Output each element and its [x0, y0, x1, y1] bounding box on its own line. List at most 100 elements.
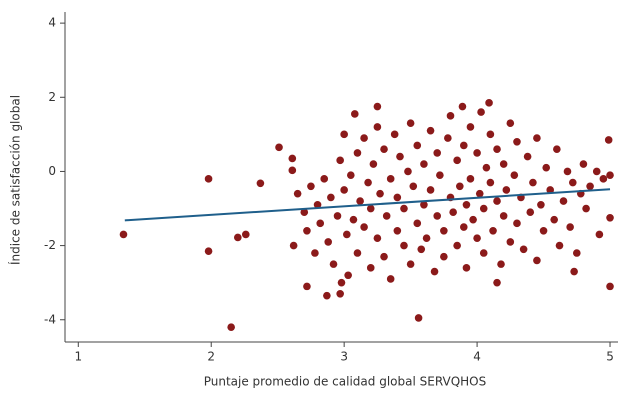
point [485, 99, 493, 107]
point [337, 278, 346, 287]
point [340, 130, 348, 139]
point [366, 264, 375, 272]
point [373, 234, 382, 242]
point [453, 156, 461, 165]
point [393, 193, 402, 202]
point [486, 130, 495, 139]
point [366, 204, 375, 213]
point [569, 178, 577, 187]
point [300, 208, 309, 217]
point [414, 314, 423, 322]
point [469, 215, 477, 224]
point [376, 189, 384, 198]
point [303, 282, 311, 291]
point [459, 223, 468, 231]
point [493, 278, 501, 287]
point [373, 102, 382, 111]
point [482, 163, 491, 172]
point [406, 260, 415, 268]
point [582, 204, 590, 213]
point [499, 212, 508, 220]
point [353, 149, 362, 157]
point [555, 241, 564, 250]
point [493, 197, 501, 205]
point [446, 112, 455, 120]
point [433, 212, 442, 220]
point [404, 167, 412, 176]
point [293, 189, 302, 198]
x-axis-label: Puntaje promedio de calidad global SERVQ… [204, 375, 487, 389]
point [369, 160, 378, 168]
point [473, 234, 481, 242]
point [327, 193, 335, 202]
point [479, 249, 488, 257]
y-tick-label: 2 [48, 90, 56, 104]
point [400, 241, 408, 250]
point [386, 275, 395, 283]
point [324, 238, 333, 246]
point [586, 182, 594, 191]
point [553, 145, 561, 153]
point [592, 167, 601, 176]
point [204, 175, 213, 183]
point [436, 171, 444, 179]
point [539, 226, 548, 235]
point [311, 249, 319, 257]
point [336, 289, 344, 298]
point [430, 267, 439, 276]
point [506, 119, 515, 128]
point [422, 234, 431, 242]
point [323, 291, 331, 300]
point [333, 212, 342, 220]
point [579, 160, 588, 168]
x-tick-label: 4 [473, 350, 481, 364]
point [386, 175, 395, 183]
point [420, 160, 428, 168]
point [344, 271, 352, 280]
fit-line [124, 188, 611, 222]
point [462, 201, 471, 209]
point [444, 134, 452, 142]
point [550, 215, 558, 224]
y-tick-label: 0 [48, 164, 56, 178]
point [396, 152, 404, 161]
x-tick-label: 1 [74, 350, 82, 364]
point [413, 219, 422, 228]
point [499, 160, 508, 168]
point [537, 201, 545, 209]
point [320, 175, 329, 183]
x-tick-label: 3 [340, 350, 348, 364]
point [380, 252, 388, 261]
point [382, 212, 391, 220]
point [241, 230, 250, 239]
point [506, 238, 515, 246]
point [486, 178, 495, 187]
point [417, 245, 426, 254]
point [489, 226, 497, 235]
point [440, 252, 448, 261]
point [340, 186, 348, 194]
point [523, 152, 532, 161]
point [406, 119, 415, 128]
point [288, 154, 297, 163]
point [413, 141, 422, 150]
point [502, 186, 511, 194]
point [400, 204, 408, 213]
point [599, 175, 608, 183]
y-tick-label: -2 [44, 238, 56, 252]
point [533, 134, 541, 142]
point [307, 182, 315, 191]
point [409, 182, 418, 191]
point [349, 215, 358, 224]
point [433, 149, 442, 157]
point [347, 171, 355, 179]
point [288, 166, 297, 175]
point [606, 213, 614, 222]
point [466, 175, 475, 183]
point [453, 241, 461, 250]
point [510, 171, 519, 179]
point [526, 208, 535, 217]
point [426, 126, 435, 135]
point [420, 201, 428, 209]
